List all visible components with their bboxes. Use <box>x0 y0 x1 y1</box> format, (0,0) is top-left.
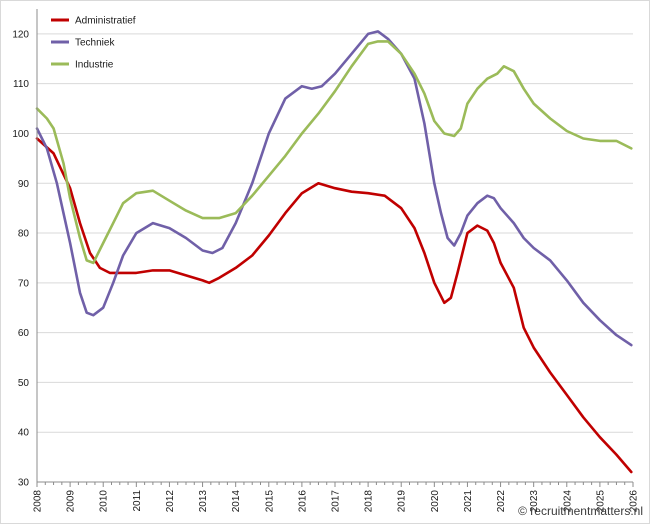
grid-lines <box>37 33 633 433</box>
x-tick-label: 2025 <box>595 490 606 513</box>
y-axis-ticks: 30 40 50 60 70 80 90 100 110 120 <box>12 29 29 488</box>
x-tick-label: 2024 <box>562 490 573 513</box>
legend-label-administratief: Administratief <box>75 16 136 27</box>
series-line-techniek <box>35 30 633 347</box>
legend-label-techniek: Techniek <box>75 38 115 49</box>
y-tick-label: 50 <box>18 378 30 389</box>
y-tick-label: 60 <box>18 328 30 339</box>
x-tick-label: 2019 <box>397 490 408 513</box>
y-tick-label: 100 <box>12 129 29 140</box>
x-tick-label: 2011 <box>132 490 143 512</box>
x-tick-label: 2021 <box>463 490 474 513</box>
x-tick-label: 2017 <box>331 490 342 513</box>
y-tick-label: 40 <box>18 428 30 439</box>
x-tick-label: 2014 <box>231 490 242 513</box>
series-lines <box>35 30 633 474</box>
y-tick-label: 90 <box>18 179 30 190</box>
x-tick-label: 2022 <box>496 490 507 513</box>
y-tick-label: 70 <box>18 278 30 289</box>
y-tick-label: 30 <box>18 478 30 489</box>
series-line-administratief <box>35 137 633 474</box>
x-tick-label: 2023 <box>529 490 540 513</box>
y-tick-label: 110 <box>13 79 29 90</box>
watermark: © recruitmentmatters.nl <box>518 504 643 518</box>
x-tick-label: 2008 <box>33 490 44 513</box>
y-tick-label: 120 <box>12 29 29 40</box>
x-tick-label: 2015 <box>264 490 275 513</box>
series-line-industrie <box>35 40 633 265</box>
x-tick-label: 2010 <box>99 490 110 513</box>
legend-label-industrie: Industrie <box>75 60 114 71</box>
x-tick-label: 2020 <box>430 490 441 513</box>
x-tick-label: 2026 <box>629 490 640 513</box>
x-tick-label: 2012 <box>165 490 176 513</box>
x-tick-label: 2016 <box>297 490 308 513</box>
y-tick-label: 80 <box>18 229 30 240</box>
legend: Administratief Techniek Industrie <box>51 16 136 71</box>
axes <box>36 9 634 487</box>
x-axis-ticks: 2008 2009 2010 2011 2012 2013 2014 2015 2016 2017… <box>33 490 640 513</box>
x-tick-label: 2013 <box>198 490 209 513</box>
x-tick-label: 2018 <box>364 490 375 513</box>
x-tick-label: 2009 <box>66 490 77 513</box>
